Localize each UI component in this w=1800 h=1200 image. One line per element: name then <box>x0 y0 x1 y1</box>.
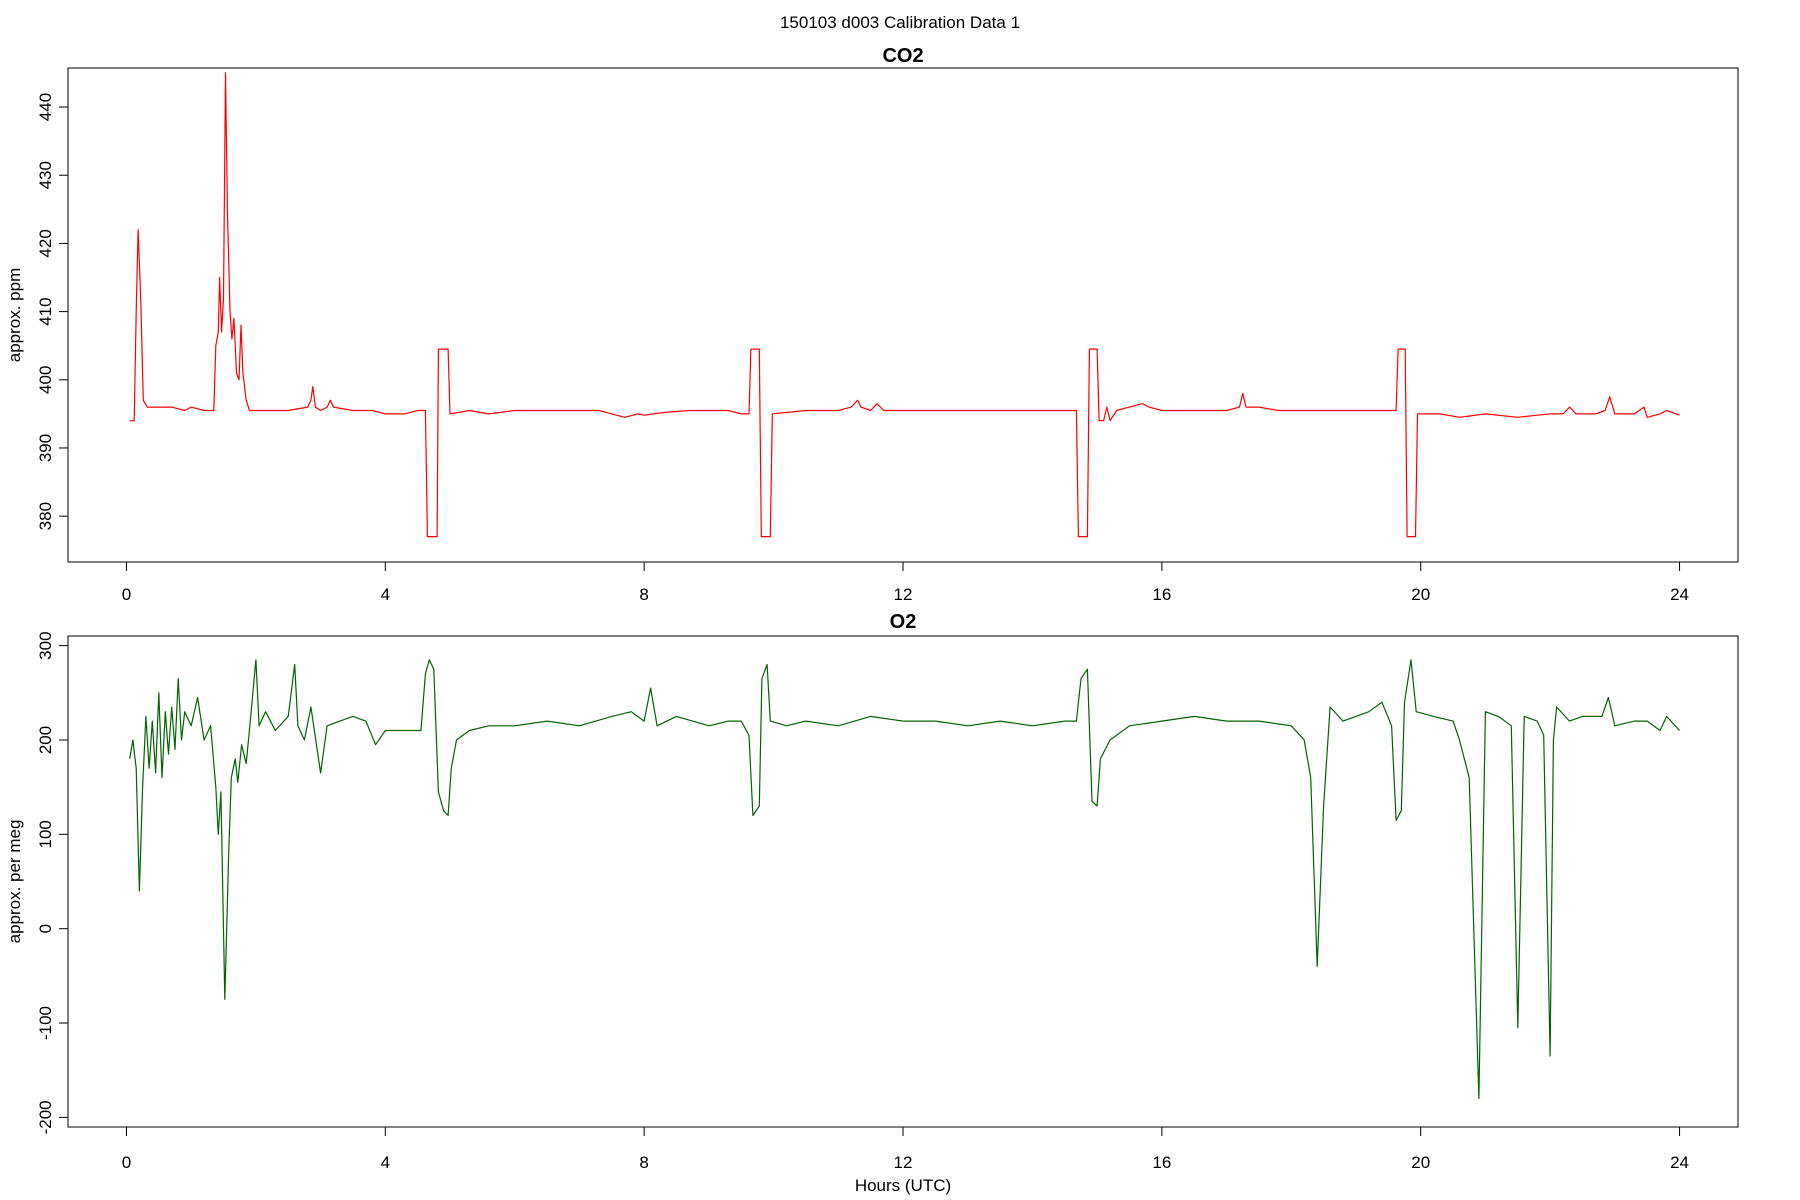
panel-co2: CO2 0 4 8 12 16 20 24 380 390 400 410 420 430 440 appro… <box>5 45 1739 604</box>
y-tick-label: 100 <box>36 820 55 848</box>
x-tick-label: 16 <box>1152 585 1171 604</box>
plot-frame <box>67 67 1739 563</box>
x-tick-label: 24 <box>1670 585 1689 604</box>
y-tick-label: 430 <box>36 161 55 189</box>
x-tick-label: 0 <box>122 1153 131 1172</box>
x-tick-label: 24 <box>1670 1153 1689 1172</box>
x-tick-label: 16 <box>1152 1153 1171 1172</box>
y-tick-label: 300 <box>36 631 55 659</box>
x-tick-label: 20 <box>1411 1153 1430 1172</box>
x-tick-label: 8 <box>639 585 648 604</box>
y-tick-label: 200 <box>36 726 55 754</box>
x-tick-label: 8 <box>639 1153 648 1172</box>
x-tick-label: 12 <box>894 585 913 604</box>
x-tick-label: 4 <box>381 585 390 604</box>
panel-title: CO2 <box>882 45 923 67</box>
y-tick-label: -200 <box>36 1100 55 1134</box>
panel-title: O2 <box>890 611 917 633</box>
x-tick-label: 0 <box>122 585 131 604</box>
plot-frame <box>67 635 1739 1128</box>
y-axis-label: approx. per meg <box>5 820 24 944</box>
x-axis-label: Hours (UTC) <box>855 1176 951 1195</box>
series-line-o2 <box>129 659 1680 1100</box>
x-tick-label: 20 <box>1411 585 1430 604</box>
x-tick-label: 4 <box>381 1153 390 1172</box>
figure-title: 150103 d003 Calibration Data 1 <box>780 13 1020 32</box>
y-tick-label: 440 <box>36 93 55 121</box>
y-tick-label: -100 <box>36 1006 55 1040</box>
x-tick-label: 12 <box>894 1153 913 1172</box>
series-line-co2 <box>129 72 1680 538</box>
y-tick-label: 420 <box>36 229 55 257</box>
panel-o2: O2 0 4 8 12 16 20 24 -200 -100 0 100 200 300 approx. p… <box>5 611 1739 1195</box>
y-tick-label: 410 <box>36 297 55 325</box>
y-tick-label: 390 <box>36 434 55 462</box>
y-axis-label: approx. ppm <box>5 268 24 363</box>
y-tick-label: 380 <box>36 502 55 530</box>
y-tick-label: 400 <box>36 366 55 394</box>
y-tick-label: 0 <box>36 924 55 933</box>
